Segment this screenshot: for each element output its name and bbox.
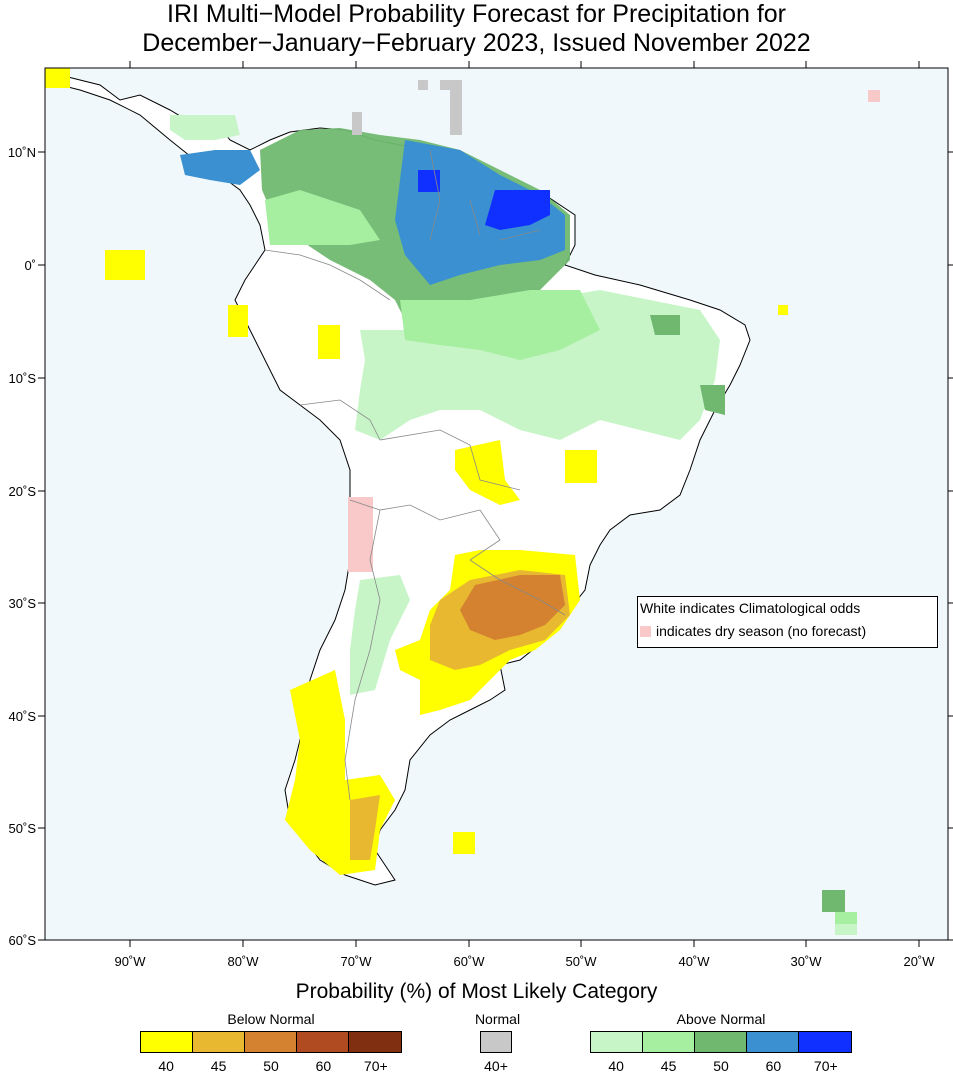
above-normal-70-cell bbox=[418, 170, 440, 192]
colorbar-cell bbox=[141, 1032, 193, 1052]
lat-label: 60˚S bbox=[9, 933, 37, 948]
lat-label: 30˚S bbox=[9, 596, 37, 611]
colorbar-cell bbox=[695, 1032, 747, 1052]
below-normal-falklands-cell bbox=[453, 832, 475, 854]
below-normal-patagonia-45 bbox=[350, 795, 380, 860]
lon-label: 70˚W bbox=[340, 954, 372, 969]
lon-label: 30˚W bbox=[790, 954, 822, 969]
below-normal-atlantic-cell bbox=[778, 305, 788, 315]
longitude-axis: 90˚W 80˚W 70˚W 60˚W 50˚W 40˚W 30˚W 20˚W bbox=[114, 61, 935, 969]
colorbar-tick-label: 60 bbox=[765, 1058, 782, 1074]
dry-season-atacama bbox=[348, 497, 373, 572]
colorbar-tick-label: 70+ bbox=[813, 1058, 838, 1074]
above-normal-south-georgia-light bbox=[835, 912, 857, 924]
above-normal-north-70 bbox=[485, 190, 550, 230]
map-frame bbox=[44, 67, 949, 941]
colorbar-tick-label: 40+ bbox=[484, 1058, 508, 1074]
normal-label: Normal bbox=[474, 1011, 521, 1027]
above-normal-central-45 bbox=[400, 290, 600, 360]
lat-label: 10˚N bbox=[8, 145, 36, 160]
above-normal-label: Above Normal bbox=[676, 1011, 766, 1027]
below-normal-bolivia-40 bbox=[455, 440, 520, 505]
above-normal-south-georgia-pale bbox=[835, 924, 857, 935]
colorbar-cell bbox=[747, 1032, 799, 1052]
country-borders bbox=[264, 149, 566, 801]
map-title-line1: IRI Multi−Model Probability Forecast for… bbox=[167, 0, 786, 28]
colorbar-cell bbox=[297, 1032, 349, 1052]
below-normal-colorbar bbox=[140, 1031, 402, 1053]
below-normal-peru-cell bbox=[318, 325, 340, 359]
colorbar-tick-label: 45 bbox=[210, 1058, 227, 1074]
lon-label: 90˚W bbox=[114, 954, 146, 969]
colorbar-tick-label: 45 bbox=[660, 1058, 677, 1074]
colorbar-tick-label: 40 bbox=[158, 1058, 174, 1074]
colorbar-cell bbox=[643, 1032, 695, 1052]
legend-dry-season-text: indicates dry season (no forecast) bbox=[656, 623, 867, 639]
above-normal-colorbar bbox=[590, 1031, 852, 1053]
lat-label: 40˚S bbox=[9, 709, 37, 724]
lon-label: 80˚W bbox=[227, 954, 259, 969]
lat-label: 0˚ bbox=[24, 258, 36, 273]
below-normal-label: Below Normal bbox=[227, 1011, 315, 1027]
lat-label: 50˚S bbox=[9, 821, 37, 836]
above-normal-pacific-40 bbox=[170, 115, 240, 140]
above-normal-northeast-50 bbox=[650, 315, 680, 335]
above-normal-caribbean-60 bbox=[180, 150, 260, 185]
below-normal-ecuador-cell bbox=[228, 305, 248, 337]
colorbar-cell bbox=[591, 1032, 643, 1052]
legend-dry-season: indicates dry season (no forecast) bbox=[640, 623, 866, 639]
dry-season-cell bbox=[868, 90, 880, 102]
map-legend: White indicates Climatological odds indi… bbox=[637, 596, 938, 648]
dry-season-swatch bbox=[640, 626, 651, 637]
normal-colorbar bbox=[480, 1031, 512, 1053]
colorbar-tick-label: 70+ bbox=[363, 1058, 388, 1074]
colorbar-cell bbox=[245, 1032, 297, 1052]
colorbar-cell bbox=[193, 1032, 245, 1052]
below-normal-mexico-cell bbox=[45, 68, 70, 88]
lon-label: 60˚W bbox=[453, 954, 485, 969]
colorbar-tick-label: 50 bbox=[713, 1058, 729, 1074]
lat-label: 10˚S bbox=[9, 371, 37, 386]
normal-venezuela-cells bbox=[352, 80, 462, 135]
colorbar-title: Probability (%) of Most Likely Category bbox=[295, 980, 658, 1003]
below-normal-argentina-50 bbox=[460, 575, 565, 640]
colorbar-tick-label: 60 bbox=[315, 1058, 332, 1074]
below-normal-brazil-cell bbox=[565, 450, 597, 483]
lat-label: 20˚S bbox=[9, 484, 37, 499]
colorbar-cell bbox=[349, 1032, 401, 1052]
above-normal-east-50 bbox=[700, 385, 725, 415]
colorbar-tick-label: 40 bbox=[608, 1058, 624, 1074]
colorbar-tick-label: 50 bbox=[263, 1058, 279, 1074]
lon-label: 40˚W bbox=[678, 954, 710, 969]
above-normal-north-45 bbox=[265, 190, 380, 245]
legend-climatology-text: White indicates Climatological odds bbox=[640, 600, 861, 616]
above-normal-south-georgia bbox=[822, 890, 845, 912]
map-title-line2: December−January−February 2023, Issued N… bbox=[142, 29, 811, 57]
lon-label: 20˚W bbox=[903, 954, 935, 969]
colorbar-cell bbox=[481, 1032, 511, 1052]
colorbar-cell bbox=[799, 1032, 851, 1052]
above-normal-chile-40 bbox=[350, 575, 410, 695]
lon-label: 50˚W bbox=[565, 954, 597, 969]
below-normal-galapagos-cell bbox=[105, 250, 145, 280]
latitude-axis: 10˚N 0˚ 10˚S 20˚S 30˚S 40˚S 50˚S 60˚S bbox=[8, 145, 953, 948]
